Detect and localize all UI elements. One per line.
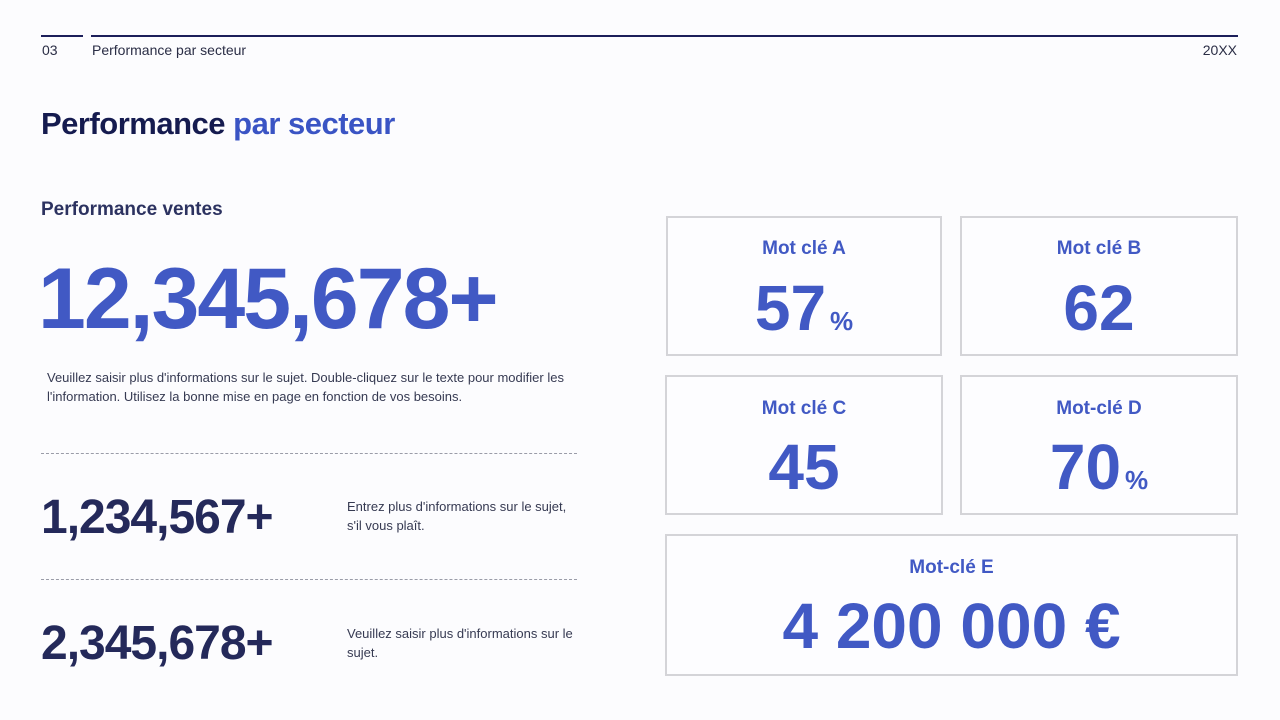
stat-value: 1,234,567+ (41, 491, 274, 544)
card-label: Mot clé C (761, 398, 847, 419)
card-label: Mot-clé D (1056, 398, 1142, 419)
card-unit: % (830, 306, 854, 336)
sales-section-label: Performance ventes (41, 199, 223, 220)
card-unit: % (1125, 465, 1149, 495)
section-title: Performance par secteur (92, 42, 247, 58)
card-label: Mot clé B (1056, 238, 1142, 259)
stat-description: Veuillez saisir plus d'informations sur … (347, 626, 573, 660)
keyword-card-b: Mot clé B 62 (960, 216, 1238, 356)
card-number: 62 (1063, 272, 1135, 344)
sales-main-description: Veuillez saisir plus d'informations sur … (47, 370, 564, 404)
sales-main-value: 12,345,678+ (38, 251, 499, 347)
divider (41, 579, 577, 580)
card-value: 70% (962, 435, 1236, 499)
header-rule-long (91, 35, 1238, 37)
stat-value: 2,345,678+ (41, 617, 274, 670)
year-label: 20XX (1202, 42, 1237, 58)
divider (41, 453, 577, 454)
card-value: 62 (962, 276, 1236, 340)
card-label: Mot-clé E (909, 557, 994, 578)
page-title-main: Performance (41, 106, 226, 141)
keyword-card-a: Mot clé A 57% (666, 216, 942, 356)
card-number: 57 (754, 272, 827, 344)
card-number: 70 (1049, 431, 1122, 503)
card-number: 45 (768, 431, 840, 503)
stat-description: Entrez plus d'informations sur le sujet,… (347, 499, 567, 533)
section-number: 03 (42, 42, 58, 58)
card-value: 45 (667, 435, 941, 499)
card-value: 57% (668, 276, 940, 340)
header-rule-short (41, 35, 83, 37)
keyword-card-e: Mot-clé E 4 200 000 € (665, 534, 1238, 676)
card-value: 4 200 000 € (667, 594, 1236, 658)
card-number: 4 200 000 € (782, 590, 1121, 662)
card-label: Mot clé A (762, 238, 846, 259)
keyword-card-d: Mot-clé D 70% (960, 375, 1238, 515)
page-title: Performance par secteur (41, 106, 395, 142)
page-title-accent: par secteur (233, 106, 395, 141)
keyword-card-c: Mot clé C 45 (665, 375, 943, 515)
